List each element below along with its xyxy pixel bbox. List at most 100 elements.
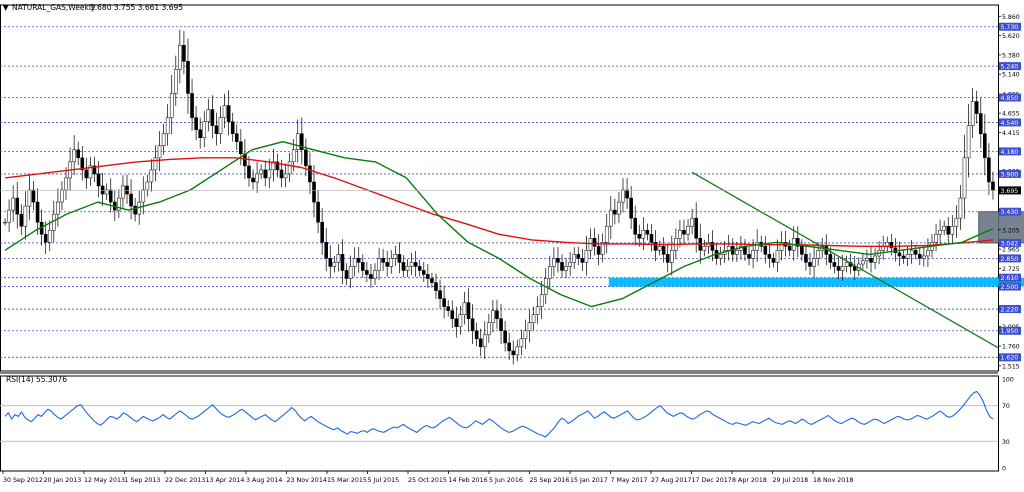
dropdown-triangle-icon[interactable]: ▼ (3, 4, 9, 12)
candle-body (409, 262, 414, 267)
candle-body (511, 350, 516, 356)
candle-body (535, 306, 540, 315)
candle-body (531, 314, 536, 323)
candle-body (15, 197, 20, 215)
candle-body (401, 262, 406, 271)
time-axis[interactable]: 30 Sep 2012 20 Jan 2013 12 May 2013 1 Sep 2… (2, 471, 853, 484)
candle-body (173, 69, 178, 94)
candle-body (686, 225, 690, 235)
candle-body (23, 205, 28, 227)
candle-body (426, 274, 430, 279)
candle-body (312, 181, 316, 203)
candle-body (552, 258, 556, 267)
candle-body (588, 238, 593, 251)
candle-body (153, 157, 158, 171)
candle-body (905, 254, 910, 259)
level-label-text: 4.180 (1001, 149, 1019, 156)
level-label-text: 2.850 (1001, 256, 1019, 263)
candle-body (767, 254, 772, 259)
candle-body (633, 217, 637, 235)
candle-body (295, 133, 300, 151)
chart-symbol: NATURAL_GAS,Weekly (12, 3, 96, 12)
candle-body (80, 157, 85, 171)
candle-body (275, 161, 280, 171)
level-label-box (999, 282, 1021, 291)
candle-body (405, 266, 410, 271)
candle-body (117, 197, 121, 211)
rsi-panel[interactable]: 100 70 30 0 (0, 375, 1014, 473)
candle-body (690, 217, 694, 227)
candle-body (735, 250, 739, 255)
resistance-zone (978, 211, 1024, 244)
price-panel[interactable] (0, 4, 1024, 374)
candle-body (72, 149, 76, 163)
price-axis[interactable]: 5.8605.6205.3805.1404.8954.6554.4154.180… (998, 14, 1021, 371)
time-tick-label: 15 Mar 2015 (327, 477, 367, 484)
candle-body (125, 185, 129, 195)
candle-body (470, 318, 475, 332)
candle-body (129, 193, 133, 207)
candle-body (580, 258, 585, 263)
candle-body (458, 314, 463, 328)
candle-body (991, 181, 995, 191)
candle-body (661, 246, 666, 255)
candle-body (861, 260, 865, 265)
candle-body (308, 165, 312, 183)
candle-body (133, 205, 137, 215)
candle-body (450, 310, 455, 319)
time-tick-label: 25 Sep 2016 (530, 477, 570, 484)
candle-body (35, 201, 40, 223)
price-tick-label: 5.860 (1002, 14, 1020, 21)
candle-body (108, 189, 113, 203)
candle-body (84, 169, 89, 179)
candle-body (621, 189, 625, 203)
candle-body (100, 185, 105, 195)
candle-body (466, 302, 471, 319)
candle-body (487, 322, 491, 336)
level-label-text: 1.950 (1001, 328, 1019, 335)
candle-body (377, 258, 381, 271)
candle-body (954, 217, 959, 227)
level-label-text: 3.430 (1001, 209, 1019, 216)
price-tick-label: 5.380 (1002, 52, 1020, 59)
rsi-scale-label: 30 (1002, 439, 1010, 446)
candle-body (56, 201, 60, 215)
candle-body (373, 270, 377, 279)
candle-body (210, 109, 215, 126)
candle-body (251, 177, 255, 183)
candle-body (478, 338, 483, 348)
time-tick-label: 7 May 2017 (611, 477, 648, 484)
candle-body (279, 169, 284, 179)
level-label-text: 2.610 (1001, 275, 1019, 282)
candle-body (548, 266, 552, 279)
candle-body (389, 258, 394, 267)
time-tick-label: 25 Oct 2015 (408, 477, 447, 484)
candle-body (300, 133, 304, 151)
level-label-text: 5.240 (1001, 64, 1019, 71)
candle-body (572, 254, 577, 263)
candle-body (43, 234, 48, 243)
candle-body (836, 266, 841, 271)
price-tick-label: 4.655 (1002, 111, 1020, 118)
candle-body (438, 290, 442, 299)
candle-body (816, 250, 820, 259)
price-tick-label: 2.725 (1002, 266, 1020, 273)
candle-body (771, 258, 776, 263)
level-label-text: 4.850 (1001, 95, 1019, 102)
candle-body (556, 258, 560, 263)
candle-body (942, 225, 946, 231)
price-tick-label: 5.620 (1002, 33, 1020, 40)
candle-body (495, 310, 499, 319)
candle-body (304, 149, 308, 167)
level-label-box (999, 353, 1021, 362)
level-label-text: 2.500 (1001, 284, 1019, 291)
candle-body (332, 262, 337, 267)
candle-body (104, 189, 109, 195)
time-tick-label: 23 Nov 2014 (287, 477, 327, 484)
candle-body (852, 266, 857, 271)
level-label-text: 4.540 (1001, 120, 1019, 127)
level-label-text: 3.900 (1001, 171, 1019, 178)
candle-body (523, 330, 528, 340)
